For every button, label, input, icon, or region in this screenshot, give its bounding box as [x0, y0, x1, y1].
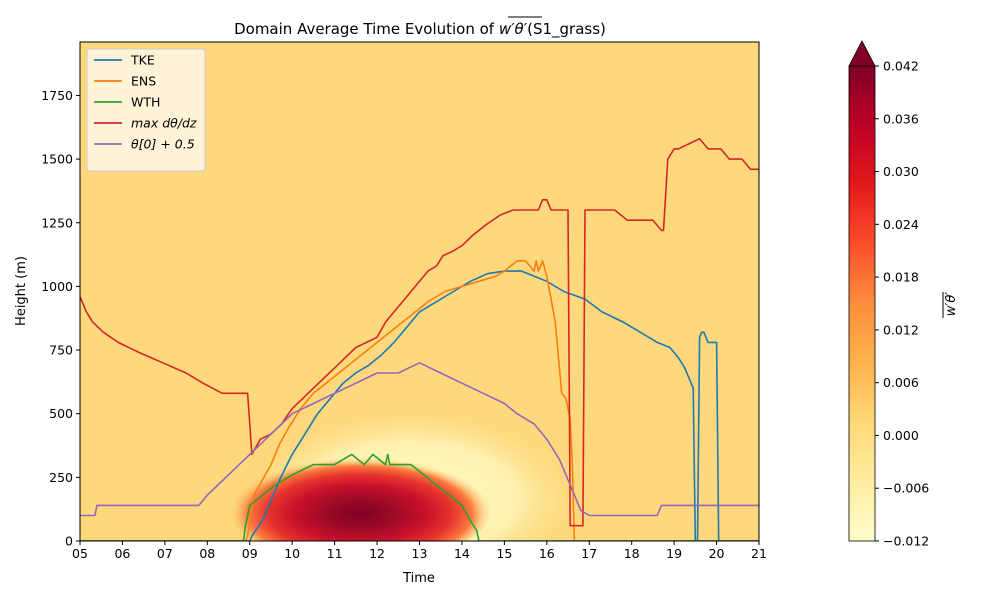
- x-tick-label: 10: [284, 546, 300, 561]
- colorbar-tick-label: 0.042: [883, 59, 919, 74]
- x-tick-label: 18: [624, 546, 640, 561]
- x-tick-label: 17: [581, 546, 597, 561]
- colorbar-tick-label: 0.030: [883, 164, 919, 179]
- legend-label: WTH: [131, 95, 160, 110]
- colorbar-label: w′θ′: [944, 292, 959, 317]
- colorbar-tick-label: 0.018: [883, 270, 919, 285]
- y-tick-label: 1750: [41, 88, 73, 103]
- x-tick-label: 11: [327, 546, 343, 561]
- series-line-4: [80, 361, 759, 517]
- colorbar-tick-label: 0.000: [883, 428, 919, 443]
- y-tick-label: 1500: [41, 152, 73, 167]
- y-axis: 0 250 500 750 1000 1250 1500 1750: [41, 88, 80, 549]
- x-tick-label: 12: [369, 546, 385, 561]
- series-line-1: [80, 260, 759, 541]
- x-tick-label: 06: [114, 546, 130, 561]
- y-tick-label: 500: [49, 406, 73, 421]
- colorbar-ticks: 0.042 0.036 0.030 0.024 0.018 0.012 0.006 0.000…: [875, 59, 929, 549]
- x-tick-label: 14: [454, 546, 470, 561]
- colorbar-tick-label: −0.006: [883, 481, 929, 496]
- series-line-2: [80, 453, 759, 541]
- series-line-0: [80, 270, 759, 541]
- y-tick-label: 250: [49, 470, 73, 485]
- colorbar-tick-label: −0.012: [883, 534, 929, 549]
- x-tick-label: 21: [751, 546, 767, 561]
- x-axis: 05 06 07 08 09 10 11 12 13 14 15 16 17 18 19 20 21: [72, 541, 767, 561]
- colorbar-tick-label: 0.006: [883, 375, 919, 390]
- x-tick-label: 16: [539, 546, 555, 561]
- y-tick-label: 1250: [41, 215, 73, 230]
- x-tick-label: 08: [199, 546, 215, 561]
- chart-title-suffix: (S1_grass): [527, 20, 606, 39]
- legend-label: TKE: [130, 53, 155, 68]
- chart-title-prefix: Domain Average Time Evolution of: [234, 20, 499, 38]
- series-layer: [80, 137, 759, 541]
- series-line-3: [80, 137, 759, 527]
- y-tick-label: 1000: [41, 279, 73, 294]
- colorbar-tick-label: 0.024: [883, 217, 919, 232]
- x-tick-label: 19: [666, 546, 682, 561]
- colorbar-tick-label: 0.012: [883, 322, 919, 337]
- colorbar-extend-arrow: [848, 40, 876, 67]
- legend-label: max dθ/dz: [131, 116, 197, 131]
- x-tick-label: 13: [412, 546, 428, 561]
- y-axis-label: Height (m): [14, 256, 29, 326]
- colorbar-fill: [848, 65, 876, 542]
- chart-title-symbol: w′θ′: [499, 20, 528, 38]
- x-tick-label: 07: [157, 546, 173, 561]
- y-tick-label: 750: [49, 343, 73, 358]
- legend-label: θ[0] + 0.5: [131, 137, 195, 152]
- x-tick-label: 15: [496, 546, 512, 561]
- x-tick-label: 09: [242, 546, 258, 561]
- chart-title: Domain Average Time Evolution of w′θ′(S1…: [234, 20, 606, 39]
- legend: TKE ENS WTH max dθ/dz θ[0] + 0.5: [86, 48, 206, 172]
- x-tick-label: 20: [709, 546, 725, 561]
- colorbar-tick-label: 0.036: [883, 111, 919, 126]
- colorbar: 0.042 0.036 0.030 0.024 0.018 0.012 0.006 0.000…: [848, 40, 959, 549]
- y-tick-label: 0: [65, 534, 73, 549]
- x-axis-label: Time: [402, 571, 435, 586]
- legend-box: [86, 48, 206, 172]
- x-tick-label: 05: [72, 546, 88, 561]
- legend-label: ENS: [131, 74, 156, 89]
